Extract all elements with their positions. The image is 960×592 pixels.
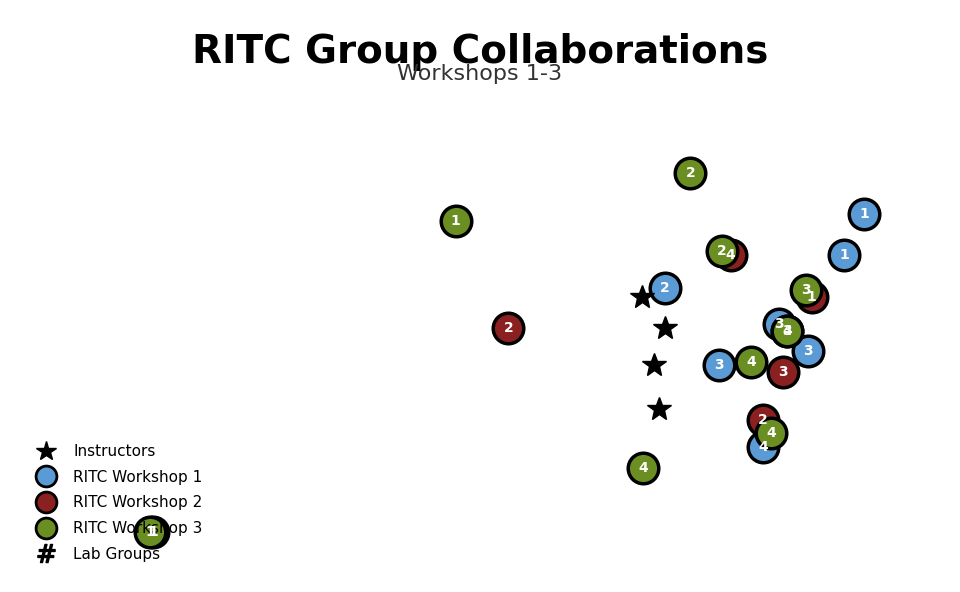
Text: 4: 4: [746, 355, 756, 369]
Text: 4: 4: [726, 249, 735, 262]
Text: 4: 4: [766, 426, 776, 440]
Text: 3: 3: [801, 282, 810, 297]
Text: 4: 4: [782, 324, 792, 337]
Text: 1: 1: [149, 525, 158, 539]
Legend: Instructors, RITC Workshop 1, RITC Workshop 2, RITC Workshop 3, Lab Groups: Instructors, RITC Workshop 1, RITC Works…: [23, 436, 210, 570]
Text: 2: 2: [758, 413, 768, 427]
Text: 3: 3: [713, 358, 724, 372]
Title: RITC Group Collaborations: RITC Group Collaborations: [192, 33, 768, 71]
Text: 4: 4: [638, 461, 648, 475]
Text: 2: 2: [685, 166, 695, 181]
Text: 2: 2: [503, 321, 514, 335]
Text: 1: 1: [451, 214, 461, 229]
Text: 1: 1: [839, 249, 849, 262]
Text: 1: 1: [145, 525, 155, 539]
Text: 3: 3: [779, 365, 788, 379]
Text: 3: 3: [775, 317, 784, 331]
Text: 1: 1: [859, 207, 869, 221]
Text: 2: 2: [717, 244, 727, 258]
Text: 3: 3: [803, 344, 812, 358]
Text: 3: 3: [782, 324, 792, 337]
Text: Workshops 1-3: Workshops 1-3: [397, 64, 563, 84]
Text: 1: 1: [806, 289, 816, 304]
Text: 4: 4: [758, 440, 768, 454]
Text: 2: 2: [660, 281, 670, 295]
